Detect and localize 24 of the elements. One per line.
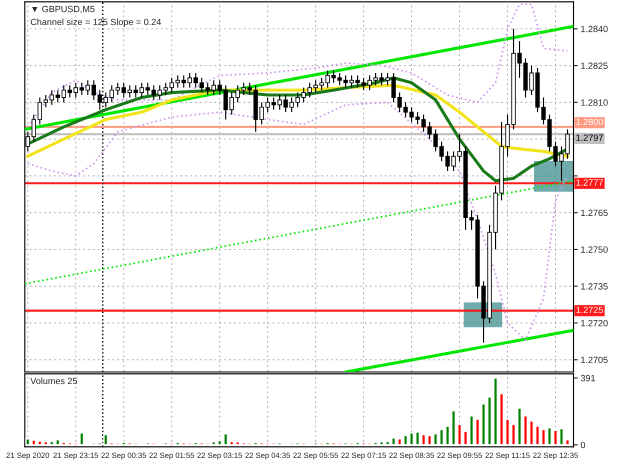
- ref-line-label: 1.2777: [576, 179, 603, 186]
- y-tick-label: 1.2840: [581, 26, 608, 32]
- y-tick-label: 1.2765: [581, 210, 608, 216]
- candlestick: [565, 128, 570, 160]
- candlestick: [559, 146, 564, 182]
- chart-title: Volumes 25: [30, 378, 78, 384]
- y-tick-label: 1.2825: [581, 62, 608, 69]
- line-series: [26, 3, 568, 128]
- ref-line-label: 1.2797: [576, 134, 603, 141]
- candlestick: [517, 40, 522, 78]
- y-tick-label: 1.2750: [581, 246, 608, 253]
- ref-line-label: 1.2800: [576, 118, 603, 126]
- y-tick-label: 1.2735: [581, 283, 608, 290]
- annotation: Channel size = 125 Slope = 0.24: [30, 18, 162, 27]
- candlestick: [553, 141, 558, 167]
- candlestick: [529, 65, 534, 96]
- y-tick-label: 1.2705: [581, 356, 608, 364]
- y-tick-label: 1.2720: [581, 320, 608, 326]
- ref-line-label: 1.2725: [576, 306, 603, 314]
- y-tick-label: 391: [580, 374, 596, 382]
- y-tick-label: 1.2810: [581, 99, 608, 106]
- candlestick: [541, 96, 546, 125]
- y-tick-label: 0: [580, 442, 586, 448]
- annotation: ▼ GBPUSD,M5: [32, 6, 95, 14]
